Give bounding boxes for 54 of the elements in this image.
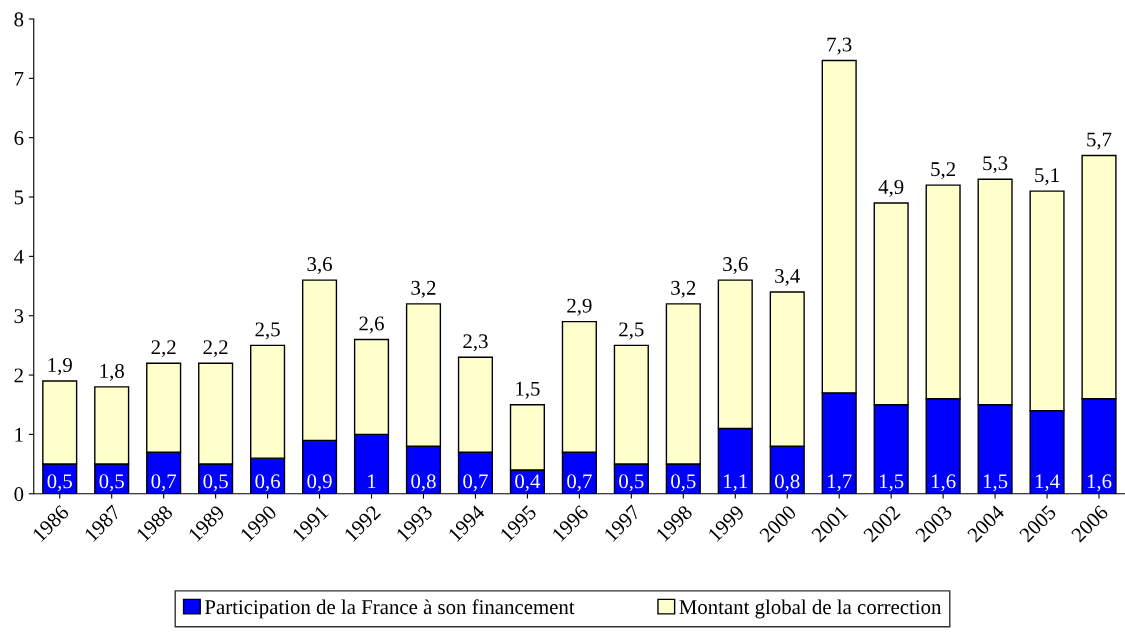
total-label: 3,4	[775, 268, 800, 286]
total-label: 5,2	[931, 162, 955, 180]
data-label: 1,7	[828, 474, 852, 492]
y-tick-label: 8	[14, 12, 24, 27]
y-tick-label: 1	[15, 427, 23, 442]
y-tick-label: 5	[14, 190, 24, 205]
total-label: 5,1	[1035, 168, 1059, 186]
total-label: 2,2	[151, 340, 176, 358]
total-label: 2,2	[203, 340, 228, 358]
data-label: 0,7	[463, 474, 488, 492]
data-label: 0,7	[151, 474, 177, 492]
total-label: 4,9	[878, 179, 904, 197]
total-label: 3,2	[671, 280, 696, 298]
total-label: 3,6	[723, 257, 748, 275]
data-label: 0,8	[411, 474, 436, 492]
data-label: 1,6	[931, 474, 956, 492]
y-tick-label: 7	[14, 71, 24, 86]
data-label: 0,6	[255, 474, 280, 492]
total-label: 3,6	[307, 257, 332, 275]
total-label: 1,8	[100, 363, 124, 381]
total-label: 3,2	[411, 280, 436, 298]
data-label: 0,5	[99, 474, 124, 492]
data-label: 0,7	[567, 474, 592, 492]
data-label: 1,5	[879, 474, 904, 492]
data-label: 0,5	[203, 474, 228, 492]
total-label: 2,5	[619, 322, 644, 340]
total-label: 1,5	[516, 381, 540, 399]
y-tick-label: 4	[14, 249, 24, 264]
y-tick-label: 0	[14, 487, 24, 502]
legend-label: Participation de la France à son financement	[204, 599, 575, 619]
data-label: 1,5	[983, 474, 1008, 492]
total-label: 5,3	[983, 156, 1008, 174]
total-label: 2,5	[255, 322, 280, 340]
data-label: 0,9	[307, 474, 332, 492]
total-label: 2,9	[567, 298, 592, 316]
data-label: 1,6	[1087, 474, 1112, 492]
data-label: 0,5	[619, 474, 644, 492]
data-label: 0,5	[671, 474, 696, 492]
data-label: 0,4	[515, 474, 541, 492]
y-tick-label: 6	[14, 131, 24, 146]
data-label: 1	[368, 474, 376, 489]
data-label: 1,1	[724, 474, 748, 492]
x-tick-label: 1991	[291, 504, 330, 542]
y-tick-label: 2	[14, 368, 23, 383]
y-tick-label: 3	[14, 309, 24, 324]
total-label: 2,6	[359, 316, 384, 334]
total-label: 1,9	[48, 358, 72, 376]
data-label: 0,5	[47, 474, 72, 492]
total-label: 7,3	[827, 37, 852, 55]
total-label: 5,7	[1087, 132, 1112, 150]
legend-label: Montant global de la correction	[679, 599, 942, 619]
total-label: 2,3	[463, 334, 488, 352]
data-label: 0,8	[775, 474, 800, 492]
data-label: 1,4	[1035, 474, 1060, 492]
